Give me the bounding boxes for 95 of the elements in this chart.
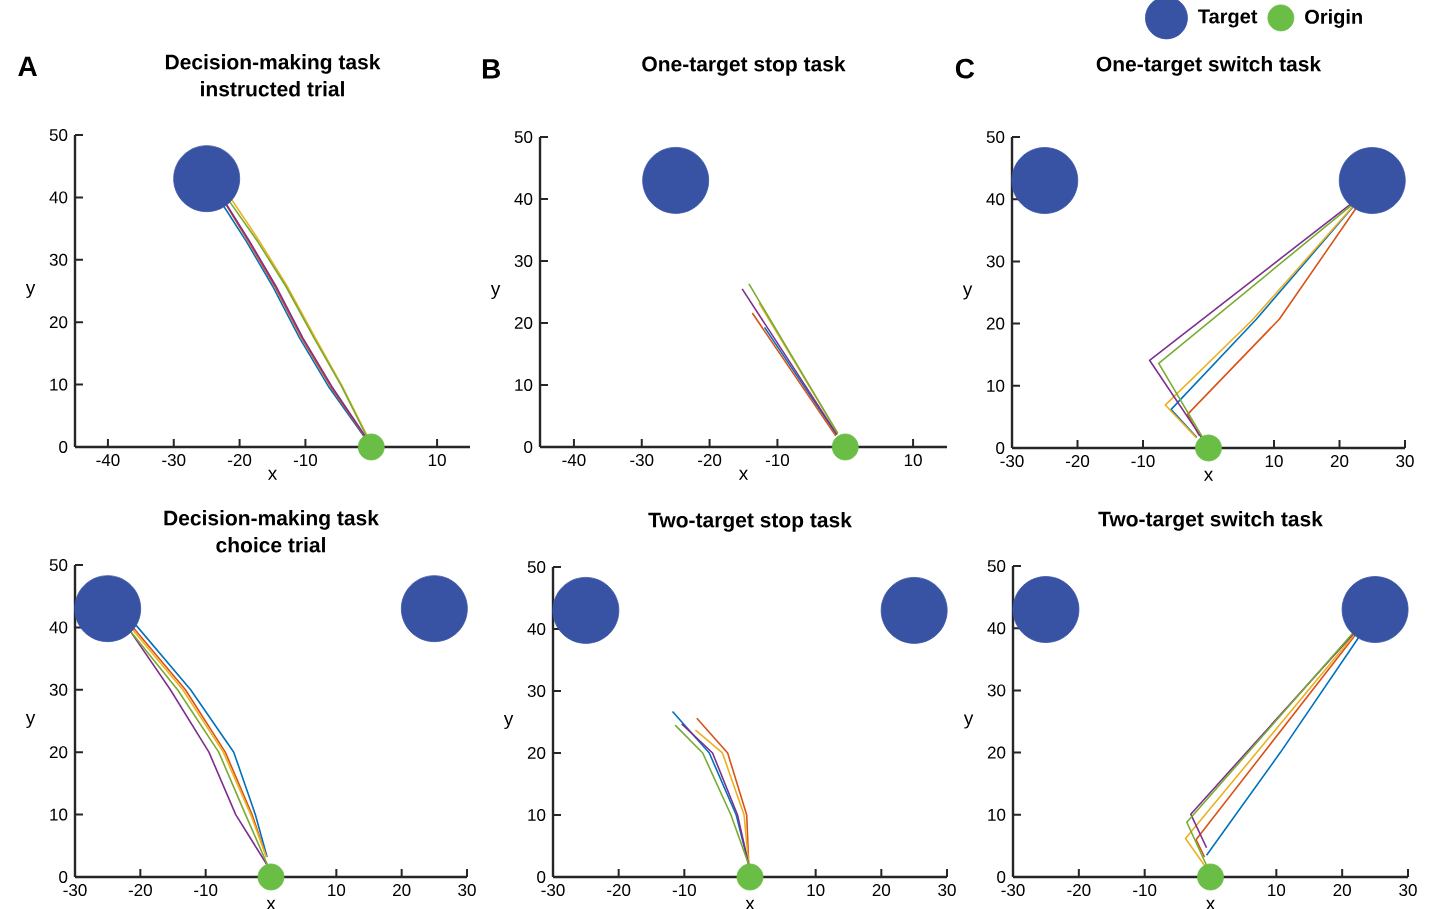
y-tick-label: 50 bbox=[986, 130, 1005, 143]
chart-title: Two-target switch task bbox=[1098, 511, 1323, 531]
y-tick-label: 40 bbox=[987, 622, 1006, 635]
x-tick-label: -30 bbox=[630, 454, 654, 467]
y-tick-label: 0 bbox=[996, 441, 1005, 454]
x-tick-label: 10 bbox=[1268, 884, 1286, 897]
y-tick-label: 10 bbox=[50, 808, 68, 821]
y-tick-label: 20 bbox=[986, 317, 1005, 330]
chart-title: Decision-making task bbox=[165, 54, 381, 74]
y-tick-label: 50 bbox=[49, 128, 68, 141]
y-tick-label: 20 bbox=[49, 746, 68, 759]
chart-subtitle: choice trial bbox=[216, 537, 325, 553]
y-axis-title: y bbox=[963, 714, 974, 729]
chart-title: One-target stop task bbox=[642, 56, 846, 76]
x-tick-label: 20 bbox=[1330, 455, 1349, 468]
y-tick-label: 40 bbox=[49, 191, 68, 204]
x-axis-title: x bbox=[266, 899, 276, 909]
y-tick-label: 20 bbox=[514, 316, 533, 329]
y-tick-label: 0 bbox=[59, 440, 68, 453]
y-tick-label: 40 bbox=[527, 622, 546, 635]
legend-label: Origin bbox=[1305, 9, 1362, 28]
x-tick-label: -30 bbox=[1001, 884, 1025, 897]
x-axis-title: x bbox=[1203, 470, 1214, 481]
y-tick-label: 10 bbox=[988, 808, 1006, 821]
x-axis-title: x bbox=[1205, 899, 1216, 909]
y-tick-label: 30 bbox=[514, 254, 533, 267]
x-tick-label: -10 bbox=[293, 454, 318, 467]
y-tick-label: 20 bbox=[527, 746, 546, 759]
y-tick-label: 50 bbox=[49, 558, 68, 571]
x-axis-title: x bbox=[267, 469, 278, 480]
x-axis-title: x bbox=[738, 469, 749, 480]
chart-title: Decision-making task bbox=[164, 510, 379, 530]
text: C bbox=[955, 58, 975, 79]
y-tick-label: 50 bbox=[514, 130, 533, 143]
y-tick-label: 30 bbox=[49, 253, 68, 266]
x-tick-label: -10 bbox=[1131, 455, 1155, 468]
x-tick-label: -10 bbox=[765, 454, 790, 467]
y-tick-label: 10 bbox=[528, 808, 546, 821]
x-tick-label: 30 bbox=[458, 884, 476, 897]
x-tick-label: -20 bbox=[128, 884, 152, 897]
chart-title: Two-target stop task bbox=[648, 512, 852, 532]
x-tick-label: -20 bbox=[698, 454, 722, 467]
y-tick-label: 40 bbox=[986, 193, 1005, 206]
y-axis-title: y bbox=[25, 284, 36, 298]
x-tick-label: 20 bbox=[872, 884, 891, 897]
x-tick-label: -30 bbox=[162, 454, 186, 467]
y-tick-label: 30 bbox=[527, 684, 546, 697]
x-tick-label: -40 bbox=[96, 454, 120, 467]
y-tick-label: 30 bbox=[987, 684, 1006, 697]
y-axis-title: y bbox=[962, 285, 973, 300]
x-tick-label: 20 bbox=[1333, 884, 1351, 897]
x-tick-label: -30 bbox=[1000, 455, 1024, 468]
x-axis-title: x bbox=[745, 899, 755, 909]
x-tick-label: 10 bbox=[1265, 455, 1283, 468]
x-tick-label: 20 bbox=[393, 884, 411, 897]
y-tick-label: 50 bbox=[527, 560, 546, 573]
y-tick-label: 20 bbox=[49, 316, 68, 329]
x-tick-label: 10 bbox=[807, 884, 825, 897]
y-tick-label: 10 bbox=[987, 379, 1005, 392]
y-tick-label: 20 bbox=[987, 746, 1006, 759]
y-axis-title: y bbox=[503, 715, 514, 729]
y-tick-label: 50 bbox=[987, 559, 1006, 572]
x-tick-label: 30 bbox=[1396, 455, 1414, 468]
x-tick-label: -10 bbox=[672, 884, 696, 897]
x-tick-label: -30 bbox=[63, 884, 87, 897]
text: B bbox=[482, 59, 501, 79]
x-tick-label: -20 bbox=[228, 454, 252, 467]
x-tick-label: 30 bbox=[1399, 884, 1417, 897]
x-tick-label: -10 bbox=[1133, 884, 1157, 897]
chart-title: One-target switch task bbox=[1096, 56, 1322, 76]
x-tick-label: 10 bbox=[328, 884, 346, 897]
x-tick-label: -10 bbox=[194, 884, 218, 897]
x-tick-label: -20 bbox=[1065, 455, 1090, 468]
y-tick-label: 0 bbox=[59, 870, 68, 883]
x-tick-label: -30 bbox=[541, 884, 565, 897]
y-tick-label: 0 bbox=[524, 440, 533, 453]
x-tick-label: -20 bbox=[607, 884, 631, 897]
x-tick-label: 10 bbox=[428, 454, 446, 467]
y-tick-label: 30 bbox=[986, 255, 1005, 268]
legend-label: Target bbox=[1198, 9, 1258, 28]
y-tick-label: 40 bbox=[514, 192, 533, 205]
x-tick-label: 10 bbox=[904, 454, 922, 467]
y-tick-label: 10 bbox=[515, 378, 533, 391]
x-tick-label: -20 bbox=[1067, 884, 1091, 897]
y-tick-label: 10 bbox=[50, 378, 68, 391]
chart-subtitle: instructed trial bbox=[201, 81, 344, 97]
y-axis-title: y bbox=[490, 285, 501, 299]
y-tick-label: 0 bbox=[997, 870, 1006, 883]
y-tick-label: 0 bbox=[537, 870, 546, 883]
y-tick-label: 30 bbox=[49, 683, 68, 696]
y-axis-title: y bbox=[25, 714, 36, 728]
x-tick-label: -40 bbox=[562, 454, 586, 467]
y-tick-label: 40 bbox=[49, 621, 68, 634]
text: A bbox=[18, 56, 37, 76]
x-tick-label: 30 bbox=[938, 884, 956, 897]
